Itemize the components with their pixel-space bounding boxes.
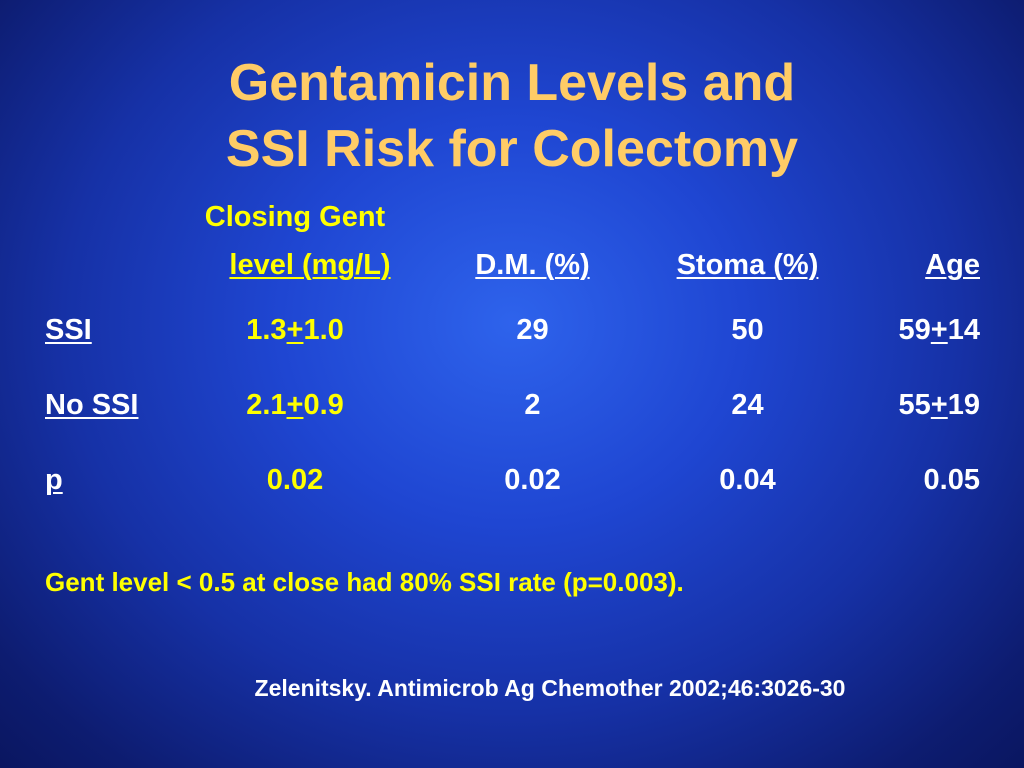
row-label-ssi: SSI [45,314,92,346]
header-gent-line-2: level (mg/L) [229,249,391,281]
cell-p-stoma: 0.04 [719,464,776,496]
row-label-no-ssi: No SSI [45,389,139,421]
slide-title-line-1: Gentamicin Levels and [228,54,796,112]
slide-title-line-2: SSI Risk for Colectomy [225,120,799,178]
cell-ssi-dm: 29 [516,314,549,346]
cell-p-age: 0.05 [923,464,980,496]
cell-ssi-gent: 1.3+1.0 [246,314,344,346]
cell-p-gent: 0.02 [266,464,324,496]
cell-no-ssi-stoma: 24 [731,389,764,421]
row-label-p: p [45,464,63,496]
header-gent-line-1: Closing Gent [204,201,386,233]
cell-p-dm: 0.02 [504,464,561,496]
header-dm: D.M. (%) [475,249,590,281]
footnote-gent-level: Gent level < 0.5 at close had 80% SSI ra… [45,567,684,597]
cell-ssi-stoma: 50 [731,314,764,346]
cell-ssi-age: 59+14 [898,314,980,346]
cell-no-ssi-age: 55+19 [898,389,980,421]
header-age: Age [925,249,980,281]
header-stoma: Stoma (%) [676,249,819,281]
cell-no-ssi-gent: 2.1+0.9 [246,389,344,421]
citation: Zelenitsky. Antimicrob Ag Chemother 2002… [254,675,846,701]
cell-no-ssi-dm: 2 [524,389,541,421]
